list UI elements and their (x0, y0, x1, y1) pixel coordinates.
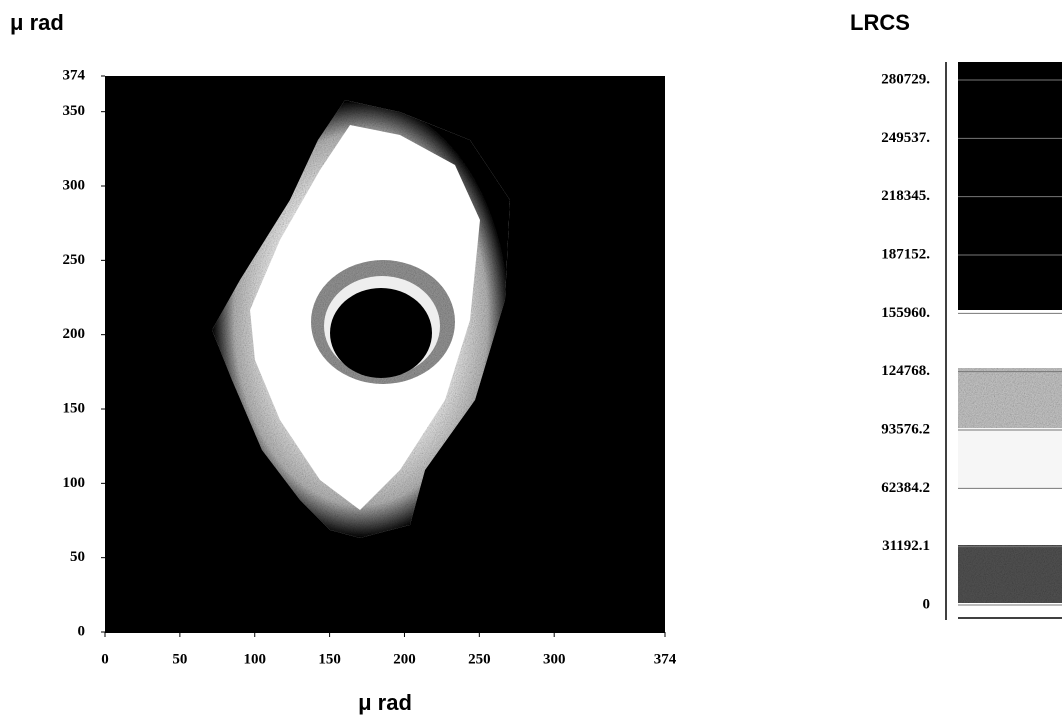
y-tick-label: 200 (63, 326, 86, 342)
colorbar-tick-label: 249537. (881, 130, 930, 146)
x-tick-label: 100 (243, 651, 266, 667)
y-tick-label: 0 (78, 623, 86, 639)
x-tick-label: 374 (654, 651, 677, 667)
y-tick-label: 350 (63, 103, 86, 119)
colorbar-tick-label: 155960. (881, 305, 930, 321)
y-tick-label: 250 (63, 252, 86, 268)
colorbar-title: LRCS (850, 10, 910, 35)
y-tick-label: 50 (70, 549, 85, 565)
colorbar-tick-label: 93576.2 (881, 421, 930, 437)
colorbar-tick-label: 280729. (881, 71, 930, 87)
colorbar-tick-label: 218345. (881, 188, 930, 204)
y-tick-label: 374 (63, 67, 86, 83)
y-tick-label: 100 (63, 475, 86, 491)
x-tick-label: 50 (172, 651, 187, 667)
colorbar-tick-label: 31192.1 (882, 538, 930, 554)
heatmap-image (105, 76, 665, 632)
y-tick-label: 150 (63, 400, 86, 416)
y-tick-label: 300 (63, 177, 86, 193)
colorbar-tick-label: 124768. (881, 363, 930, 379)
x-tick-label: 150 (318, 651, 341, 667)
x-axis-label: μ rad (358, 690, 412, 715)
x-tick-label: 300 (543, 651, 566, 667)
x-tick-label: 250 (468, 651, 491, 667)
colorbar-tick-label: 62384.2 (881, 480, 930, 496)
y-axis-label: μ rad (10, 10, 64, 35)
colorbar-tick-label: 0 (923, 596, 931, 612)
x-tick-label: 0 (101, 651, 109, 667)
colorbar-tick-label: 187152. (881, 246, 930, 262)
x-tick-label: 200 (393, 651, 416, 667)
colorbar (945, 62, 1062, 620)
